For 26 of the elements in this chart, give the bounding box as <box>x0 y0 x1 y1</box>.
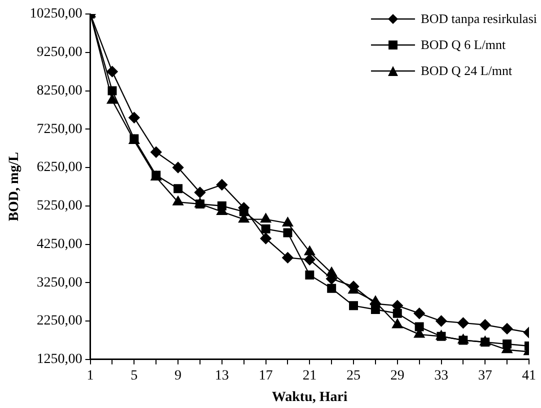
y-tick-label: 8250,00 <box>36 83 82 98</box>
x-tick-label: 13 <box>214 368 229 384</box>
y-tick-label: 10250,00 <box>30 6 82 22</box>
x-axis-title: Waktu, Hari <box>272 390 348 406</box>
y-tick-label: 9250,00 <box>36 45 82 60</box>
y-tick-label: 4250,00 <box>36 236 82 252</box>
legend-label: BOD tanpa resirkulasi <box>420 11 537 27</box>
y-tick-label: 2250,00 <box>36 314 82 329</box>
x-tick-label: 41 <box>522 368 536 384</box>
x-tick-label: 29 <box>390 368 404 384</box>
x-tick-label: 21 <box>302 368 317 384</box>
y-tick-label: 6250,00 <box>36 160 82 176</box>
y-tick-label: 5250,00 <box>36 198 82 214</box>
y-tick-label: 1250,00 <box>36 352 82 368</box>
x-tick-label: 17 <box>258 368 273 384</box>
y-axis-title: BOD, mg/L <box>7 152 22 222</box>
x-tick-label: 5 <box>130 368 138 384</box>
x-tick-label: 33 <box>434 368 448 384</box>
x-tick-label: 37 <box>478 368 492 384</box>
x-tick-label: 1 <box>86 368 94 384</box>
x-tick-label: 9 <box>174 368 182 384</box>
y-tick-label: 3250,00 <box>36 275 82 290</box>
legend-label: BOD Q 24 L/mnt <box>420 63 512 79</box>
y-tick-label: 7250,00 <box>36 122 82 137</box>
legend-label: BOD Q 6 L/mnt <box>420 37 506 53</box>
x-tick-label: 25 <box>346 368 361 384</box>
